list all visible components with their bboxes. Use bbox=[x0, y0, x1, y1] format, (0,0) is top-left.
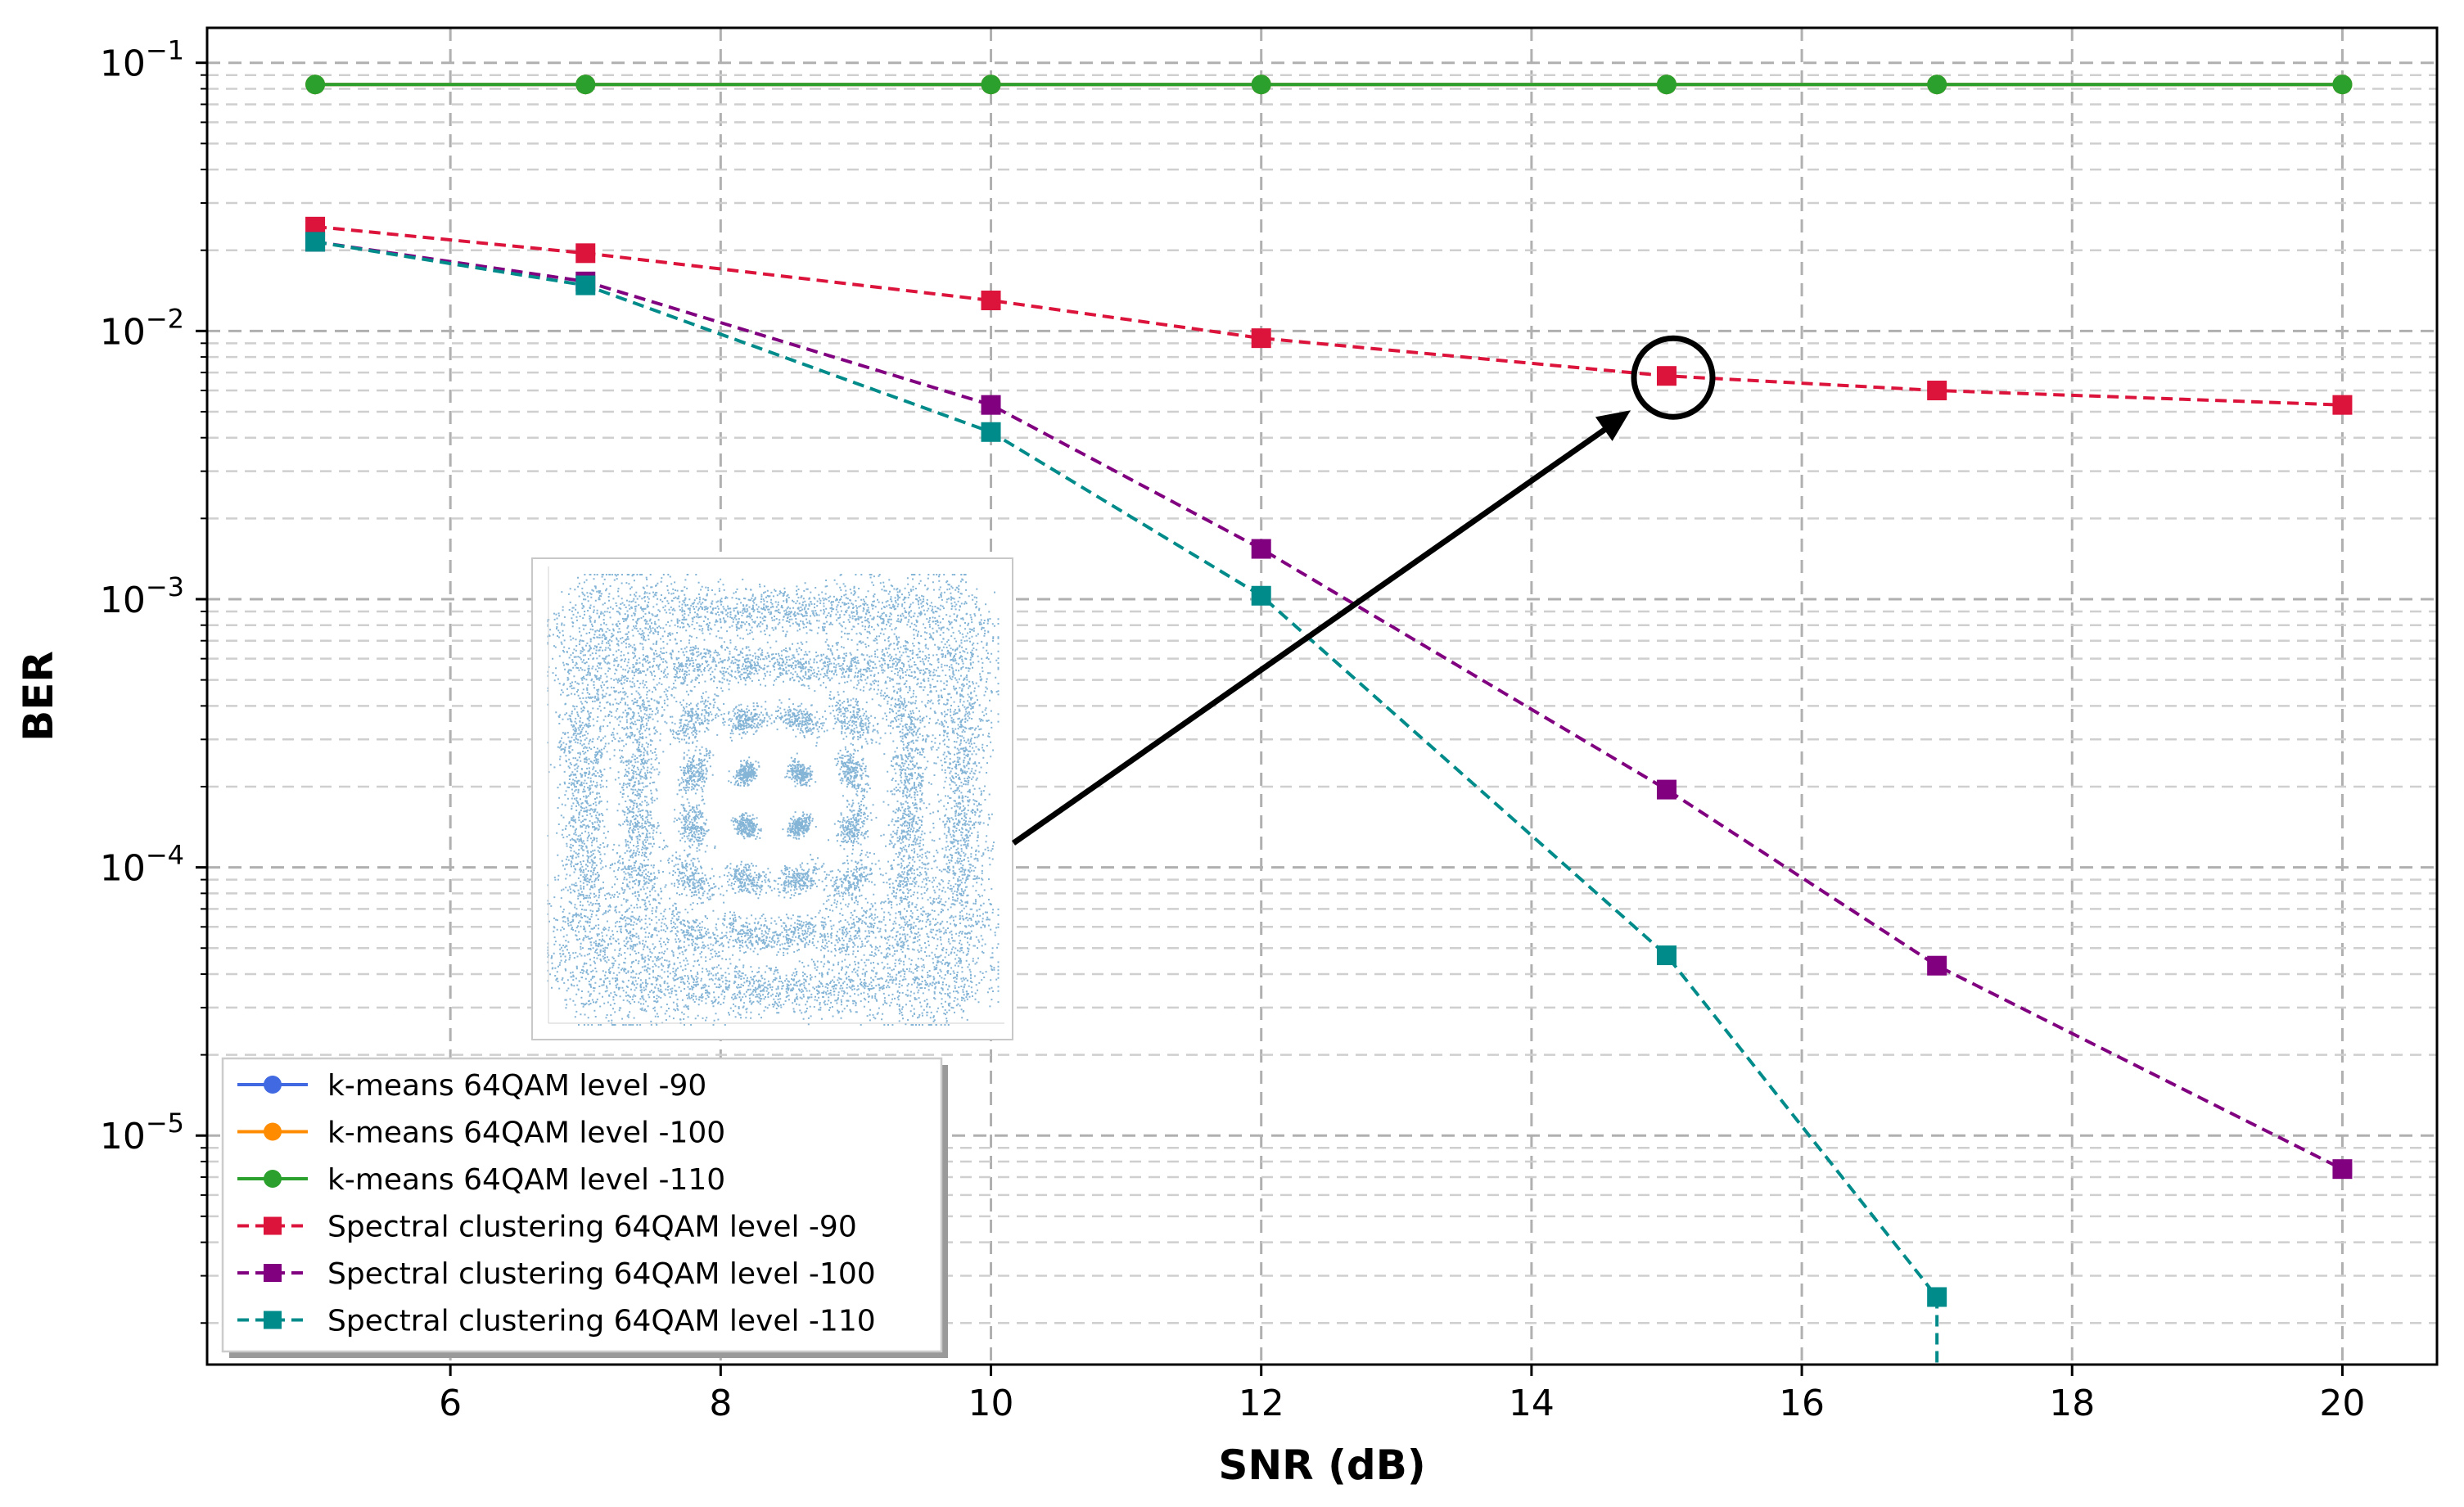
legend-label: k-means 64QAM level -100 bbox=[327, 1117, 725, 1150]
data-point bbox=[1251, 539, 1271, 559]
legend-marker bbox=[264, 1216, 282, 1235]
axis-ticks: 6 8 10 12 14 16 18 20 10−5 10−4 10−3 10−2 10−1 bbox=[100, 35, 2366, 1424]
plot-frame bbox=[205, 26, 2439, 1366]
series-6 bbox=[305, 232, 1947, 1365]
series-3 bbox=[305, 74, 2353, 95]
x-tick-label: 18 bbox=[2049, 1383, 2095, 1424]
legend-box bbox=[221, 1057, 943, 1353]
legend-label: Spectral clustering 64QAM level -110 bbox=[327, 1305, 876, 1338]
legend-marker bbox=[264, 1311, 282, 1329]
data-point bbox=[981, 395, 1001, 415]
legend-entry: k-means 64QAM level -90 bbox=[237, 1069, 706, 1103]
series-layer bbox=[305, 74, 2353, 1365]
data-point bbox=[981, 291, 1001, 311]
legend-label: Spectral clustering 64QAM level -100 bbox=[327, 1257, 876, 1291]
data-point bbox=[1251, 74, 1271, 95]
legend-entry: k-means 64QAM level -110 bbox=[237, 1163, 725, 1197]
constellation-inset bbox=[531, 557, 1013, 1040]
y-tick-label: 10−1 bbox=[100, 35, 184, 85]
legend-label: Spectral clustering 64QAM level -90 bbox=[327, 1211, 857, 1244]
legend-marker bbox=[264, 1170, 282, 1188]
y-tick-label: 10−4 bbox=[100, 840, 184, 890]
data-point bbox=[1927, 74, 1947, 95]
data-point bbox=[2332, 1159, 2353, 1180]
data-point bbox=[1927, 955, 1947, 976]
y-tick-label: 10−3 bbox=[100, 571, 184, 621]
y-tick-label: 10−2 bbox=[100, 303, 184, 353]
series-4 bbox=[305, 216, 2353, 415]
data-point bbox=[1251, 328, 1271, 349]
series-line bbox=[314, 224, 2343, 407]
data-point bbox=[1927, 1287, 1947, 1307]
legend-label: k-means 64QAM level -90 bbox=[327, 1069, 706, 1103]
x-tick-label: 16 bbox=[1779, 1383, 1825, 1424]
data-point bbox=[575, 275, 596, 296]
data-point bbox=[1656, 779, 1677, 800]
legend-marker bbox=[264, 1122, 282, 1141]
x-tick-label: 8 bbox=[709, 1383, 732, 1424]
data-point bbox=[575, 74, 596, 95]
data-point bbox=[1656, 366, 1677, 386]
data-point bbox=[575, 243, 596, 264]
highlight-circle bbox=[1631, 335, 1716, 420]
x-tick-label: 12 bbox=[1239, 1383, 1284, 1424]
constellation-points bbox=[547, 574, 1000, 1026]
data-point bbox=[305, 74, 326, 95]
data-point bbox=[1656, 74, 1677, 95]
data-point bbox=[1251, 585, 1271, 606]
data-point bbox=[981, 422, 1001, 442]
legend-marker bbox=[264, 1076, 282, 1094]
data-point bbox=[2332, 395, 2353, 415]
data-point bbox=[1927, 381, 1947, 401]
data-point bbox=[1656, 945, 1677, 966]
x-tick-label: 6 bbox=[439, 1383, 462, 1424]
x-tick-label: 14 bbox=[1509, 1383, 1555, 1424]
legend-entry: Spectral clustering 64QAM level -90 bbox=[237, 1211, 857, 1244]
y-tick-label: 10−5 bbox=[100, 1108, 184, 1157]
x-tick-label: 20 bbox=[2319, 1383, 2365, 1424]
y-axis-title: BER bbox=[15, 651, 62, 742]
x-tick-label: 10 bbox=[968, 1383, 1014, 1424]
data-point bbox=[981, 74, 1001, 95]
arrow-head bbox=[1595, 410, 1631, 441]
x-axis-title: SNR (dB) bbox=[1218, 1442, 1425, 1489]
data-point bbox=[2332, 74, 2353, 95]
legend-entry: Spectral clustering 64QAM level -100 bbox=[237, 1257, 876, 1291]
legend-marker bbox=[264, 1264, 282, 1282]
legend-entry: Spectral clustering 64QAM level -110 bbox=[237, 1305, 876, 1338]
legend-label: k-means 64QAM level -110 bbox=[327, 1163, 725, 1197]
data-point bbox=[305, 232, 326, 252]
legend: k-means 64QAM level -90 k-means 64QAM lev… bbox=[221, 1057, 948, 1358]
arrow-shaft bbox=[1011, 419, 1618, 846]
annotation-arrow bbox=[1011, 335, 1716, 846]
legend-entry: k-means 64QAM level -100 bbox=[237, 1117, 725, 1150]
